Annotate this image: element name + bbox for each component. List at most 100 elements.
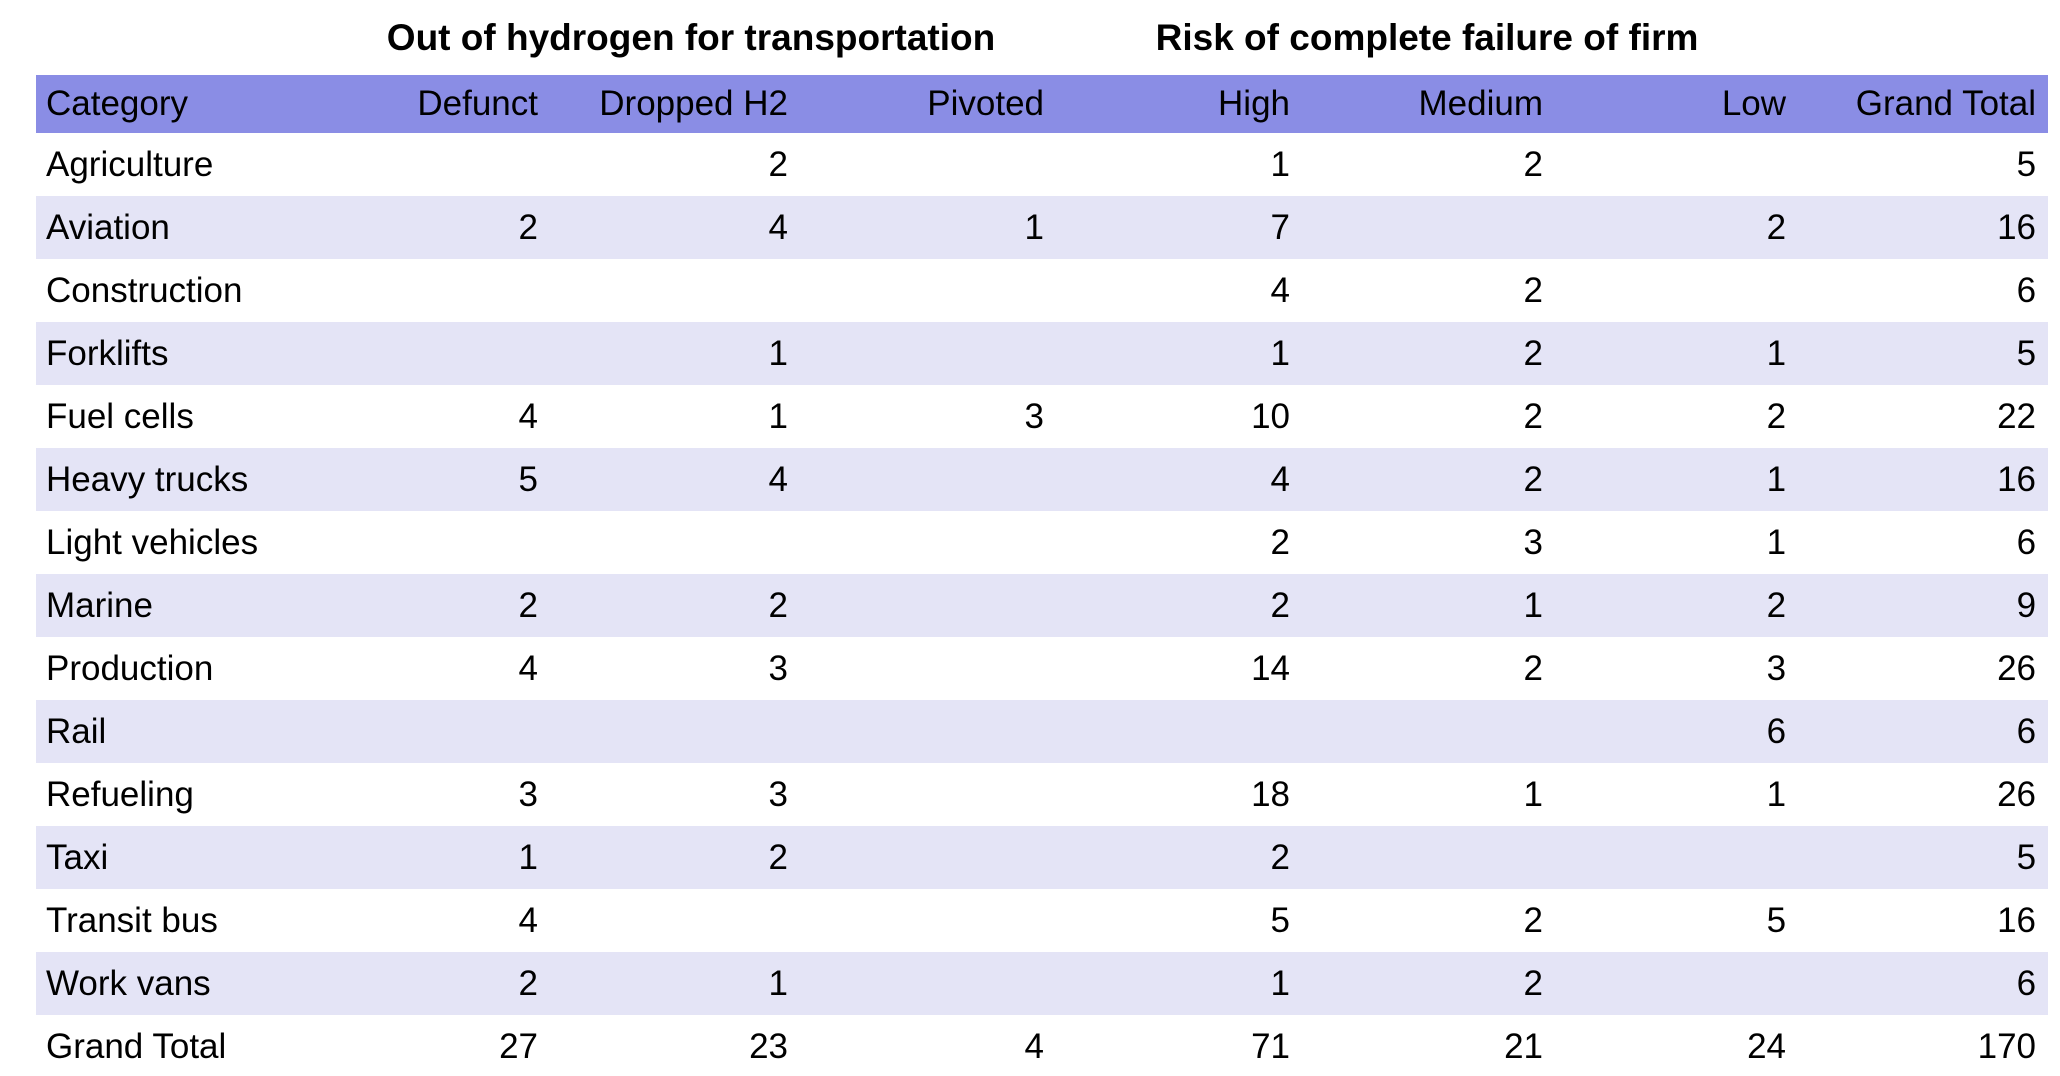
cell-value[interactable] <box>326 133 550 196</box>
cell-value[interactable]: 10 <box>1056 385 1303 448</box>
cell-value[interactable] <box>800 763 1057 826</box>
cell-value[interactable]: 3 <box>800 385 1057 448</box>
cell-value[interactable]: 1 <box>1555 322 1799 385</box>
cell-value[interactable]: 1 <box>1302 763 1556 826</box>
cell-value[interactable]: 2 <box>1056 511 1303 574</box>
cell-value[interactable] <box>1302 196 1556 259</box>
row-category-label[interactable]: Production <box>36 637 326 700</box>
cell-value[interactable]: 21 <box>1302 1015 1556 1076</box>
cell-value[interactable]: 3 <box>550 637 800 700</box>
cell-value[interactable]: 2 <box>1302 133 1556 196</box>
cell-value[interactable]: 2 <box>1302 952 1556 1015</box>
row-category-label[interactable]: Aviation <box>36 196 326 259</box>
cell-value[interactable]: 5 <box>1798 322 2049 385</box>
cell-value[interactable]: 26 <box>1798 763 2049 826</box>
cell-value[interactable]: 1 <box>1056 952 1303 1015</box>
cell-value[interactable]: 16 <box>1798 196 2049 259</box>
cell-value[interactable] <box>1555 259 1799 322</box>
cell-value[interactable]: 2 <box>1056 574 1303 637</box>
cell-value[interactable]: 2 <box>326 196 550 259</box>
cell-value[interactable]: 6 <box>1798 511 2049 574</box>
row-category-label[interactable]: Grand Total <box>36 1015 326 1076</box>
cell-value[interactable] <box>1302 700 1556 763</box>
cell-value[interactable] <box>550 511 800 574</box>
cell-value[interactable] <box>800 889 1057 952</box>
cell-value[interactable]: 3 <box>1555 637 1799 700</box>
cell-value[interactable]: 2 <box>1302 385 1556 448</box>
cell-value[interactable] <box>800 574 1057 637</box>
cell-value[interactable]: 1 <box>1056 322 1303 385</box>
cell-value[interactable]: 26 <box>1798 637 2049 700</box>
cell-value[interactable]: 1 <box>1555 511 1799 574</box>
cell-value[interactable]: 4 <box>550 196 800 259</box>
column-header-category[interactable]: Category <box>36 75 326 133</box>
cell-value[interactable]: 2 <box>550 133 800 196</box>
column-header-grand-total[interactable]: Grand Total <box>1798 75 2049 133</box>
cell-value[interactable]: 2 <box>1555 385 1799 448</box>
cell-value[interactable]: 170 <box>1798 1015 2049 1076</box>
row-category-label[interactable]: Taxi <box>36 826 326 889</box>
column-header-medium[interactable]: Medium <box>1302 75 1556 133</box>
cell-value[interactable]: 7 <box>1056 196 1303 259</box>
cell-value[interactable] <box>1555 952 1799 1015</box>
row-category-label[interactable]: Transit bus <box>36 889 326 952</box>
cell-value[interactable]: 4 <box>326 637 550 700</box>
cell-value[interactable]: 5 <box>326 448 550 511</box>
cell-value[interactable] <box>1302 826 1556 889</box>
cell-value[interactable]: 5 <box>1555 889 1799 952</box>
cell-value[interactable] <box>1555 133 1799 196</box>
cell-value[interactable]: 2 <box>1302 637 1556 700</box>
cell-value[interactable] <box>326 511 550 574</box>
cell-value[interactable]: 2 <box>550 574 800 637</box>
cell-value[interactable] <box>800 700 1057 763</box>
column-header-dropped-h2[interactable]: Dropped H2 <box>550 75 800 133</box>
cell-value[interactable]: 4 <box>326 385 550 448</box>
row-category-label[interactable]: Marine <box>36 574 326 637</box>
cell-value[interactable] <box>550 259 800 322</box>
cell-value[interactable]: 2 <box>1302 889 1556 952</box>
cell-value[interactable] <box>326 700 550 763</box>
row-category-label[interactable]: Light vehicles <box>36 511 326 574</box>
cell-value[interactable]: 3 <box>550 763 800 826</box>
cell-value[interactable]: 1 <box>1555 448 1799 511</box>
cell-value[interactable]: 2 <box>1302 448 1556 511</box>
cell-value[interactable]: 16 <box>1798 448 2049 511</box>
cell-value[interactable]: 2 <box>1555 574 1799 637</box>
cell-value[interactable]: 1 <box>1555 763 1799 826</box>
cell-value[interactable] <box>326 322 550 385</box>
cell-value[interactable]: 2 <box>1302 322 1556 385</box>
cell-value[interactable]: 2 <box>1056 826 1303 889</box>
cell-value[interactable]: 6 <box>1798 952 2049 1015</box>
cell-value[interactable]: 2 <box>1555 196 1799 259</box>
cell-value[interactable] <box>800 511 1057 574</box>
cell-value[interactable] <box>800 826 1057 889</box>
cell-value[interactable]: 1 <box>550 385 800 448</box>
cell-value[interactable]: 16 <box>1798 889 2049 952</box>
cell-value[interactable]: 71 <box>1056 1015 1303 1076</box>
cell-value[interactable]: 4 <box>550 448 800 511</box>
cell-value[interactable]: 23 <box>550 1015 800 1076</box>
cell-value[interactable]: 2 <box>326 574 550 637</box>
cell-value[interactable] <box>550 889 800 952</box>
column-header-low[interactable]: Low <box>1555 75 1799 133</box>
cell-value[interactable]: 9 <box>1798 574 2049 637</box>
cell-value[interactable]: 2 <box>1302 259 1556 322</box>
row-category-label[interactable]: Fuel cells <box>36 385 326 448</box>
cell-value[interactable]: 14 <box>1056 637 1303 700</box>
cell-value[interactable]: 6 <box>1798 259 2049 322</box>
row-category-label[interactable]: Refueling <box>36 763 326 826</box>
cell-value[interactable] <box>800 133 1057 196</box>
cell-value[interactable] <box>800 448 1057 511</box>
cell-value[interactable] <box>1555 826 1799 889</box>
cell-value[interactable] <box>1056 700 1303 763</box>
cell-value[interactable] <box>326 259 550 322</box>
cell-value[interactable]: 18 <box>1056 763 1303 826</box>
cell-value[interactable] <box>800 637 1057 700</box>
column-header-high[interactable]: High <box>1056 75 1303 133</box>
cell-value[interactable] <box>800 952 1057 1015</box>
cell-value[interactable]: 5 <box>1798 826 2049 889</box>
row-category-label[interactable]: Agriculture <box>36 133 326 196</box>
cell-value[interactable]: 1 <box>550 322 800 385</box>
row-category-label[interactable]: Heavy trucks <box>36 448 326 511</box>
cell-value[interactable]: 3 <box>326 763 550 826</box>
